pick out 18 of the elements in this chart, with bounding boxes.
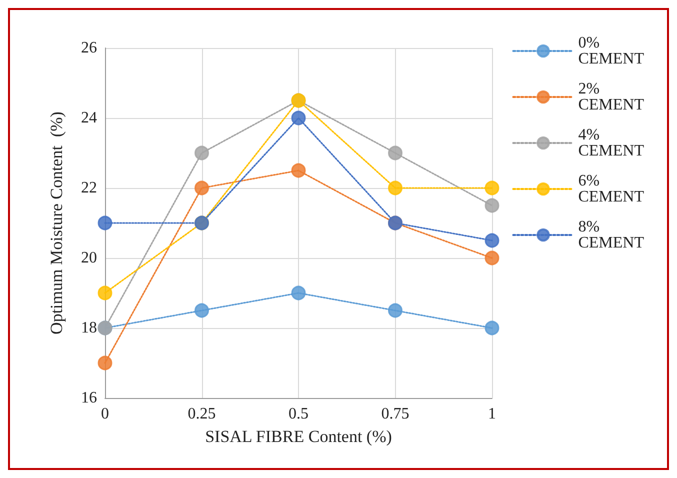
x-tick-label: 0.75 (381, 406, 410, 422)
y-tick-label: 16 (81, 390, 97, 406)
legend-label: 8% CEMENT (578, 218, 644, 252)
x-axis-title: SISAL FIBRE Content (%) (205, 427, 392, 446)
y-axis-title: Optimum Moisture Content (%) (47, 112, 66, 334)
x-tick-label: 0.25 (188, 406, 216, 422)
y-tick-label: 20 (81, 250, 97, 266)
legend-label: 4% CEMENT (578, 126, 644, 160)
legend-label: 2% CEMENT (578, 80, 644, 114)
legend-label: 0% CEMENT (578, 34, 644, 68)
y-tick-label: 24 (81, 110, 97, 126)
y-tick-label: 26 (81, 40, 97, 56)
x-tick-label: 0 (101, 406, 109, 422)
y-tick-label: 18 (81, 320, 97, 336)
x-tick-label: 1 (488, 406, 496, 422)
x-tick-label: 0.5 (288, 406, 308, 422)
legend-label: 6% CEMENT (578, 172, 644, 206)
y-tick-label: 22 (81, 180, 97, 196)
